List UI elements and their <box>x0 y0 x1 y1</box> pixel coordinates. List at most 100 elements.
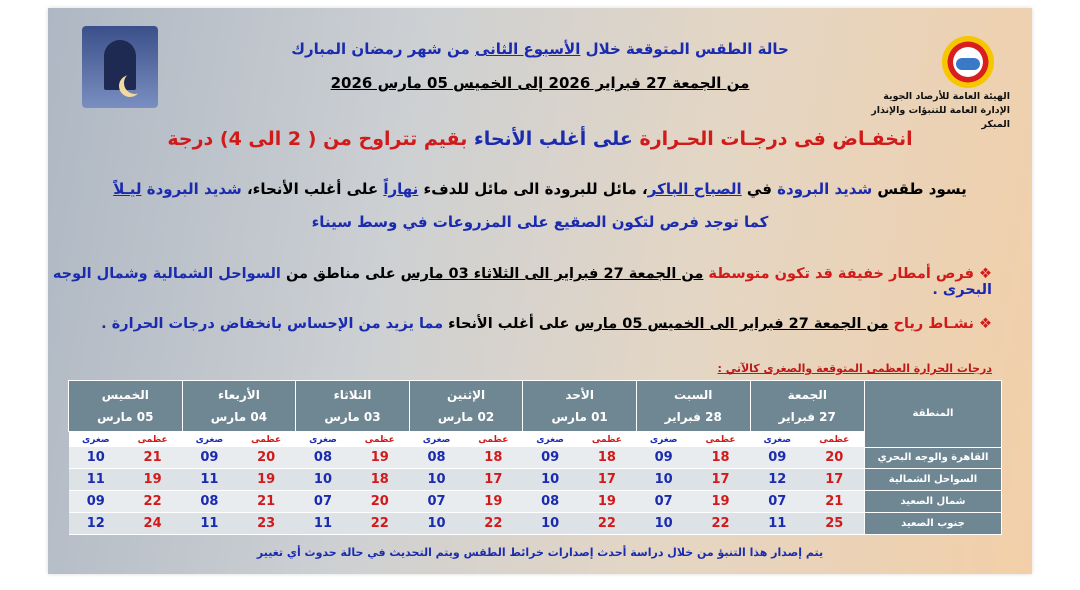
wind-bullet: ❖ نشـاط رياح من الجمعة 27 فبراير الى الخ… <box>101 316 992 332</box>
min-temp: 10 <box>295 468 351 491</box>
region-name: شمال الصعيد <box>864 490 1002 513</box>
max-temp: 20 <box>236 447 296 469</box>
rain-bullet: ❖ فرص أمطار خفيفة قد تكون متوسطة من الجم… <box>48 266 992 298</box>
min-temp: 08 <box>522 490 578 513</box>
day-name: الإثنين <box>446 388 486 402</box>
day-date: 27 فبراير <box>778 410 836 424</box>
text-segment: على أغلب الأنحاء، <box>241 180 384 198</box>
max-temp: 18 <box>350 468 410 491</box>
max-temp: 23 <box>236 512 296 535</box>
text-segment: بقيم تتراوح من ( 2 الى 4) درجة <box>167 128 468 150</box>
region-name: القاهرة والوجه البحري <box>864 446 1002 469</box>
min-temp: 12 <box>750 468 805 491</box>
max-label: عظمى <box>804 431 865 447</box>
text-segment: من الجمعة 27 فبراير الى الثلاثاء 03 مارس <box>400 266 704 282</box>
max-temp: 21 <box>804 490 865 513</box>
min-temp: 11 <box>750 512 805 535</box>
day-date: 02 مارس <box>437 410 495 424</box>
text-segment: على أغلب الأنحاء <box>467 128 633 150</box>
min-label: صغرى <box>68 431 124 447</box>
max-temp: 21 <box>236 490 296 513</box>
min-temp: 07 <box>636 490 691 513</box>
table-caption: درجات الحرارة العظمى المتوقعة والصغرى كا… <box>717 362 993 375</box>
min-temp: 10 <box>68 447 124 469</box>
day-name: الجمعة <box>787 388 827 402</box>
min-temp: 11 <box>295 512 351 535</box>
max-temp: 17 <box>804 468 865 491</box>
weather-summary-line1: يسود طقس شديد البرودة في الصباح الباكر، … <box>48 180 1032 198</box>
min-label: صغرى <box>522 431 578 447</box>
min-temp: 08 <box>182 490 237 513</box>
text-segment: على أغلب الأنحاء <box>443 316 575 332</box>
max-label: عظمى <box>577 431 637 447</box>
min-temp: 09 <box>636 447 691 469</box>
min-temp: 08 <box>409 447 464 469</box>
text-segment: من الجمعة 27 فبراير الى الخميس 05 مارس <box>574 316 889 332</box>
min-temp: 09 <box>522 447 578 469</box>
max-temp: 22 <box>463 512 523 535</box>
max-label: عظمى <box>123 431 183 447</box>
org-line2: الإدارة العامة للتنبؤات والإنذار المبكر <box>871 105 1010 130</box>
min-label: صغرى <box>750 431 805 447</box>
max-temp: 17 <box>463 468 523 491</box>
max-temp: 19 <box>350 447 410 469</box>
text-segment: السواحل الشمالية وشمال الوجه البحرى . <box>52 266 992 298</box>
text-segment: ❖ نشـاط رياح <box>888 316 992 332</box>
table-row: شمال الصعيد 21 07 19 07 19 08 19 07 20 07 21 08 22 09 <box>68 490 1002 513</box>
text-segment: على مناطق من <box>280 266 401 282</box>
text-segment: ، مائل للبرودة الى مائل للدفء <box>418 180 648 198</box>
day-date: 04 مارس <box>210 410 268 424</box>
text-segment: يسود طقس <box>872 180 967 198</box>
max-temp: 22 <box>690 512 750 535</box>
min-temp: 12 <box>68 512 124 535</box>
day-header: السبت 28 فبراير <box>635 380 751 432</box>
footer-note: يتم إصدار هذا التنبؤ من خلال دراسة أحدث … <box>256 546 824 559</box>
min-temp: 10 <box>522 512 578 535</box>
max-temp: 22 <box>577 512 637 535</box>
day-header: الثلاثاء 03 مارس <box>295 380 410 432</box>
min-temp: 11 <box>182 512 237 535</box>
max-temp: 24 <box>123 512 183 535</box>
region-name: جنوب الصعيد <box>864 512 1002 535</box>
weather-summary-line2: كما توجد فرص لتكون الصقيع على المزروعات … <box>311 213 769 231</box>
bulletin-title: حالة الطقس المتوقعة خلال الأسبوع الثانى … <box>291 40 789 58</box>
day-name: الثلاثاء <box>333 388 372 402</box>
max-temp: 25 <box>804 512 865 535</box>
min-temp: 10 <box>522 468 578 491</box>
min-temp: 11 <box>182 468 237 491</box>
max-label: عظمى <box>463 431 523 447</box>
region-header: المنطقة <box>864 380 1002 448</box>
max-temp: 20 <box>804 447 865 469</box>
table-row: القاهرة والوجه البحري 20 09 18 09 18 09 18 08 19 0… <box>68 446 1002 469</box>
temperature-table: المنطقة الجمعة 27 فبراير السبت 28 فبراير الأح… <box>68 380 1002 535</box>
text-segment: نهاراً <box>383 180 419 198</box>
ramadan-lantern-image <box>82 26 158 108</box>
max-temp: 22 <box>350 512 410 535</box>
day-header: الإثنين 02 مارس <box>408 380 524 432</box>
min-temp: 10 <box>636 468 691 491</box>
text-segment: ❖ فرص أمطار خفيفة قد تكون متوسطة <box>703 266 992 282</box>
text-segment: شديد البرودة <box>771 180 873 198</box>
bulletin-period: من الجمعة 27 فبراير 2026 إلى الخميس 05 م… <box>330 74 750 92</box>
max-label: عظمى <box>690 431 750 447</box>
max-temp: 18 <box>577 447 637 469</box>
table-row: السواحل الشمالية 17 12 17 10 17 10 17 10 18 10 19 11… <box>68 468 1002 491</box>
max-temp: 17 <box>690 468 750 491</box>
max-temp: 19 <box>236 468 296 491</box>
day-name: السبت <box>673 388 713 402</box>
forecast-bulletin: الهيئة العامة للأرصاد الجوية الإدارة الع… <box>48 8 1032 574</box>
max-temp: 19 <box>690 490 750 513</box>
max-temp: 19 <box>123 468 183 491</box>
min-label: صغرى <box>636 431 691 447</box>
min-temp: 07 <box>409 490 464 513</box>
min-temp: 07 <box>295 490 351 513</box>
text-segment: ليـلاً <box>113 180 142 198</box>
max-label: عظمى <box>236 431 296 447</box>
min-label: صغرى <box>295 431 351 447</box>
min-label: صغرى <box>409 431 464 447</box>
day-date: 05 مارس <box>97 410 154 424</box>
max-temp: 18 <box>690 447 750 469</box>
min-temp: 07 <box>750 490 805 513</box>
day-name: الأربعاء <box>217 388 260 402</box>
min-temp: 10 <box>409 512 464 535</box>
